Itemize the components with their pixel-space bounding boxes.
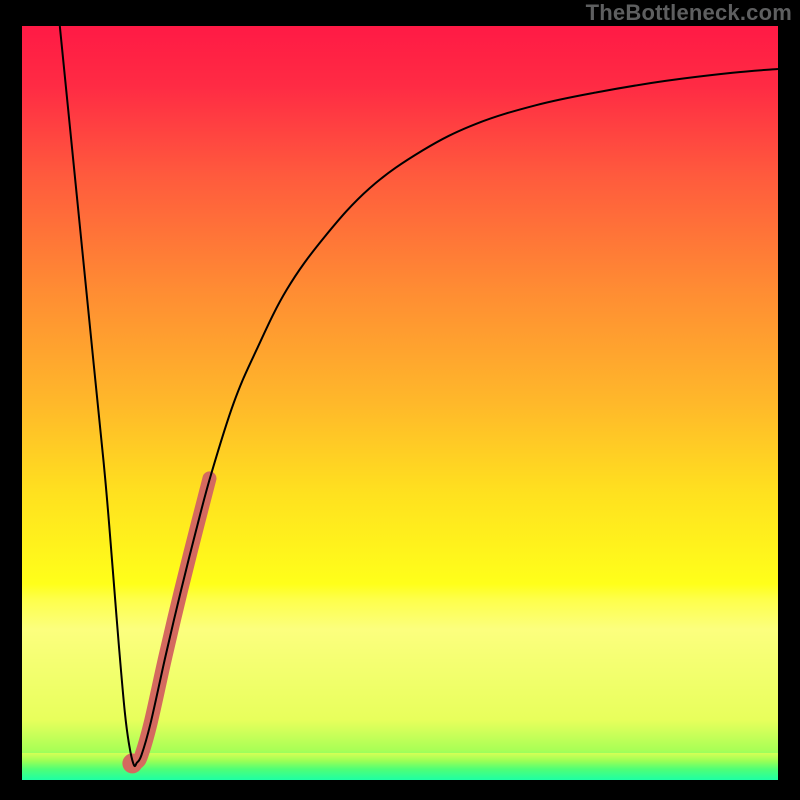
curve-layer [22, 26, 778, 780]
watermark-text: TheBottleneck.com [586, 0, 792, 26]
plot-area [22, 26, 778, 780]
chart-frame: TheBottleneck.com [0, 0, 800, 800]
